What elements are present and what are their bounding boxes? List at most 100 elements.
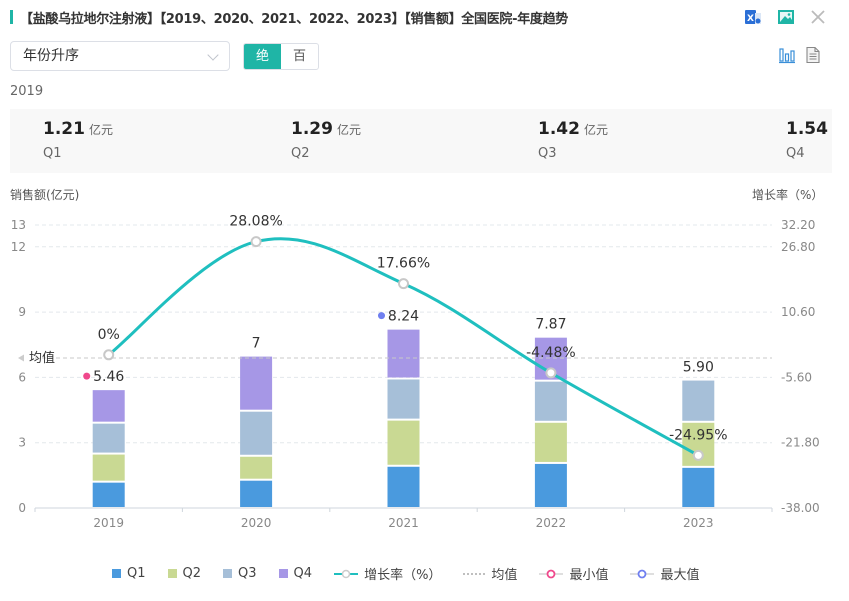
svg-text:X: X <box>747 14 754 24</box>
right-tick-label: 26.80 <box>781 240 815 254</box>
legend-label: Q1 <box>127 566 146 581</box>
growth-rate-point <box>545 367 557 379</box>
toggle-percent-button[interactable]: 百分比 <box>293 49 307 64</box>
chart-title: 【盐酸乌拉地尔注射液】【2019、2020、2021、2022、2023】【销售… <box>20 12 569 27</box>
bar-segment-q3 <box>534 381 567 421</box>
growth-rate-label: 0% <box>98 327 120 343</box>
growth-rate-label: 17.66% <box>377 256 430 272</box>
min-value-marker <box>83 372 91 380</box>
bar-segment-q4 <box>92 390 125 422</box>
legend-label: 均值 <box>491 568 518 583</box>
bar-total-label: 5.90 <box>683 360 714 376</box>
growth-rate-point <box>692 449 704 461</box>
title-bar: 【盐酸乌拉地尔注射液】【2019、2020、2021、2022、2023】【销售… <box>0 0 849 34</box>
average-arrow-icon <box>18 354 24 362</box>
right-tick-label: -38.00 <box>781 501 820 515</box>
max-marker-legend-icon <box>630 569 655 578</box>
legend-swatch <box>167 569 177 578</box>
excel-export-icon[interactable]: X <box>744 8 762 26</box>
legend-item-min[interactable]: 最小值 <box>539 564 608 583</box>
right-tick-label: 32.20 <box>781 218 815 232</box>
legend-swatch <box>278 569 288 578</box>
image-export-icon[interactable] <box>777 8 795 26</box>
bar-segment-q1 <box>240 480 273 507</box>
kpi-label: Q2 <box>291 146 310 161</box>
kpi-unit: 亿元 <box>336 123 361 137</box>
bar-segment-q2 <box>682 422 715 466</box>
left-tick-label: 12 <box>11 240 26 254</box>
growth-line-legend-icon <box>334 569 359 578</box>
kpi-value: 1.54 <box>786 119 828 139</box>
x-tick-label: 2019 <box>93 516 124 530</box>
bar-segment-q4 <box>534 337 567 380</box>
average-line-legend-icon <box>463 572 486 575</box>
title-accent-bar <box>10 10 13 24</box>
legend-swatch <box>223 569 233 578</box>
bar-segment-q1 <box>682 467 715 507</box>
legend-swatch <box>112 569 121 578</box>
kpi-label: Q4 <box>786 146 805 161</box>
average-label: 均值 <box>29 350 55 366</box>
legend-item-average[interactable]: 均值 <box>463 564 517 583</box>
bar-segment-q2 <box>387 420 420 465</box>
left-tick-label: 13 <box>11 218 26 232</box>
growth-rate-label: 28.08% <box>229 214 282 230</box>
bar-segment-q4 <box>387 329 420 378</box>
x-tick-label: 2022 <box>536 516 567 530</box>
legend-item-q1[interactable]: Q1 <box>112 566 146 581</box>
bar-segment-q3 <box>387 379 420 419</box>
min-marker-legend-icon <box>539 569 564 578</box>
table-document-icon[interactable] <box>804 46 822 64</box>
kpi-value: 1.21 <box>43 119 85 139</box>
chart-legend: Q1 Q2 Q3 Q4 增长率（%） 均值 最小值 最大值 <box>112 564 721 583</box>
left-tick-label: 9 <box>18 305 26 319</box>
legend-label: Q3 <box>238 566 257 581</box>
legend-item-q2[interactable]: Q2 <box>167 566 202 581</box>
x-tick-label: 2020 <box>241 516 272 530</box>
left-tick-label: 0 <box>18 501 26 515</box>
bar-total-label: 7 <box>252 336 261 352</box>
bar-segment-q3 <box>240 411 273 455</box>
bar-segment-q1 <box>387 466 420 507</box>
bar-segment-q2 <box>92 454 125 481</box>
kpi-unit: 亿元 <box>583 123 608 137</box>
bar-chart-icon[interactable] <box>778 46 796 64</box>
growth-rate-label: -24.95% <box>669 427 727 443</box>
x-tick-label: 2021 <box>388 516 419 530</box>
toggle-absolute-button[interactable]: 绝对值 <box>244 44 282 69</box>
kpi-value: 1.29 <box>291 119 333 139</box>
chart-canvas: 均值 5.46 7 8.24 7.87 5.90 0% 28.08% 17.66% -4.48%… <box>11 214 820 530</box>
legend-label: Q4 <box>293 566 313 581</box>
kpi-value: 1.42 <box>538 119 580 139</box>
right-axis-title: 增长率（%） <box>752 188 824 202</box>
legend-item-q3[interactable]: Q3 <box>223 566 257 581</box>
growth-rate-point <box>250 236 262 248</box>
sort-order-select[interactable]: 年份升序 <box>10 41 230 71</box>
kpi-label: Q1 <box>43 146 62 161</box>
legend-label: 增长率（%） <box>364 568 442 583</box>
legend-item-max[interactable]: 最大值 <box>630 564 699 583</box>
kpi-unit: 亿元 <box>88 123 113 137</box>
sort-order-value: 年份升序 <box>23 48 79 64</box>
growth-rate-line <box>107 237 700 457</box>
right-tick-label: -21.80 <box>781 436 820 450</box>
growth-rate-point <box>103 349 115 361</box>
right-tick-label: 10.60 <box>781 305 815 319</box>
legend-label: Q2 <box>182 566 202 581</box>
left-axis-title: 销售额(亿元) <box>10 188 80 202</box>
summary-year: 2019 <box>10 84 44 99</box>
right-tick-label: -5.60 <box>781 370 812 384</box>
legend-item-growth[interactable]: 增长率（%） <box>334 564 441 583</box>
bar-segment-q3 <box>92 423 125 453</box>
legend-item-q4[interactable]: Q4 <box>278 566 313 581</box>
bar-segment-q3 <box>682 380 715 421</box>
bar-total-label: 7.87 <box>535 317 566 333</box>
bar-segment-q4 <box>240 356 273 410</box>
close-icon[interactable] <box>809 8 827 26</box>
value-mode-toggle: 绝对值 百分比 <box>243 43 320 70</box>
bar-segment-q2 <box>240 456 273 479</box>
chevron-down-icon <box>207 49 219 61</box>
growth-rate-label: -4.48% <box>526 345 576 361</box>
legend-label: 最小值 <box>569 568 609 583</box>
